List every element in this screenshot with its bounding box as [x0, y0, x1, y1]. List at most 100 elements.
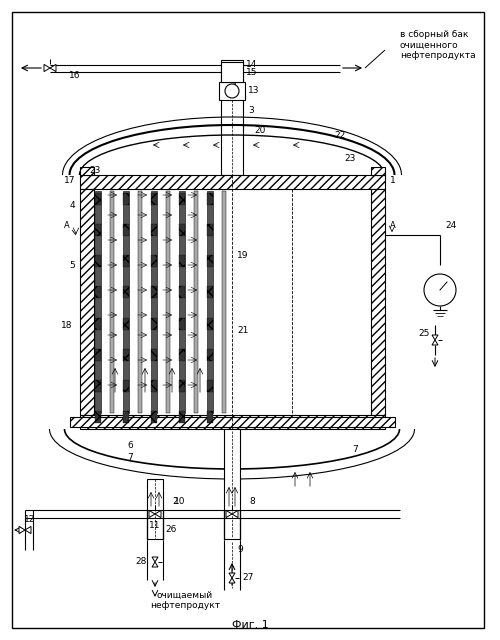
Bar	[207, 287, 213, 298]
Text: 10: 10	[174, 497, 186, 506]
Bar	[207, 255, 213, 268]
Text: 15: 15	[246, 67, 258, 77]
Bar	[123, 255, 129, 268]
Polygon shape	[19, 526, 25, 534]
Text: 8: 8	[249, 497, 255, 506]
Bar	[207, 224, 213, 236]
Text: 28: 28	[136, 557, 147, 566]
Text: 27: 27	[242, 573, 254, 582]
Bar	[123, 411, 129, 423]
Text: 2: 2	[172, 497, 178, 506]
Text: 18: 18	[60, 321, 72, 330]
Polygon shape	[432, 335, 438, 340]
Text: 4: 4	[70, 200, 75, 209]
Text: 7: 7	[127, 454, 133, 463]
Bar	[151, 255, 157, 268]
Bar	[207, 349, 213, 361]
Bar	[371, 167, 385, 175]
Text: 6: 6	[127, 440, 133, 449]
Bar	[371, 189, 385, 415]
Bar	[151, 224, 157, 236]
Bar	[95, 191, 101, 413]
Text: 7: 7	[352, 445, 358, 454]
Text: 1: 1	[390, 175, 396, 184]
Bar	[207, 191, 213, 413]
Polygon shape	[155, 511, 161, 518]
Bar	[179, 349, 185, 361]
Text: 19: 19	[237, 250, 248, 259]
Polygon shape	[229, 71, 235, 76]
Bar	[151, 380, 157, 392]
Bar	[123, 191, 129, 413]
Circle shape	[225, 84, 239, 98]
Bar	[95, 349, 101, 361]
Bar	[207, 193, 213, 205]
Bar	[179, 380, 185, 392]
Bar	[179, 255, 185, 268]
Text: 14: 14	[246, 60, 258, 68]
Text: 13: 13	[248, 86, 260, 95]
Text: А: А	[64, 221, 70, 230]
Bar	[80, 175, 385, 189]
Polygon shape	[229, 578, 235, 583]
Bar	[110, 191, 114, 413]
Text: 25: 25	[418, 328, 430, 337]
Polygon shape	[226, 511, 232, 518]
Bar	[123, 349, 129, 361]
Polygon shape	[25, 526, 31, 534]
Polygon shape	[232, 511, 238, 518]
Text: 24: 24	[445, 221, 456, 230]
Bar	[147, 479, 163, 539]
Bar	[179, 191, 185, 413]
Text: 9: 9	[237, 545, 243, 554]
Polygon shape	[44, 65, 50, 72]
Bar	[207, 380, 213, 392]
Text: 22: 22	[334, 131, 345, 140]
Bar	[219, 82, 245, 100]
Text: Фиг. 1: Фиг. 1	[232, 620, 268, 630]
Bar	[95, 224, 101, 236]
Bar	[138, 191, 142, 413]
Bar	[95, 255, 101, 268]
Polygon shape	[229, 66, 235, 71]
Bar	[221, 62, 243, 82]
Bar	[123, 380, 129, 392]
Bar	[151, 191, 157, 413]
Bar	[95, 380, 101, 392]
Text: 16: 16	[70, 70, 81, 79]
Bar	[179, 287, 185, 298]
Bar	[179, 411, 185, 423]
Text: 26: 26	[165, 525, 176, 534]
Bar	[123, 193, 129, 205]
Bar	[207, 317, 213, 330]
Bar	[166, 191, 170, 413]
Bar	[151, 317, 157, 330]
Bar	[179, 193, 185, 205]
Bar	[151, 287, 157, 298]
Bar	[123, 317, 129, 330]
Polygon shape	[152, 562, 158, 567]
Bar	[95, 411, 101, 423]
Bar	[224, 429, 240, 539]
Bar	[194, 191, 198, 413]
Polygon shape	[432, 340, 438, 345]
Text: в сборный бак
очищенного
нефтепродукта: в сборный бак очищенного нефтепродукта	[400, 30, 475, 60]
Bar	[95, 287, 101, 298]
Polygon shape	[152, 557, 158, 562]
Bar	[95, 193, 101, 205]
Bar	[151, 193, 157, 205]
Text: 11: 11	[150, 520, 161, 529]
Bar	[179, 224, 185, 236]
Text: 23: 23	[90, 166, 101, 175]
Bar	[151, 349, 157, 361]
Bar	[70, 417, 395, 427]
Bar	[207, 411, 213, 423]
Circle shape	[424, 274, 456, 306]
Text: 5: 5	[70, 260, 75, 269]
Bar	[80, 415, 385, 429]
Bar	[151, 411, 157, 423]
Text: 12: 12	[24, 515, 36, 525]
Text: 21: 21	[237, 326, 248, 335]
Text: очищаемый
нефтепродукт: очищаемый нефтепродукт	[150, 590, 220, 610]
Text: 3: 3	[248, 106, 254, 115]
